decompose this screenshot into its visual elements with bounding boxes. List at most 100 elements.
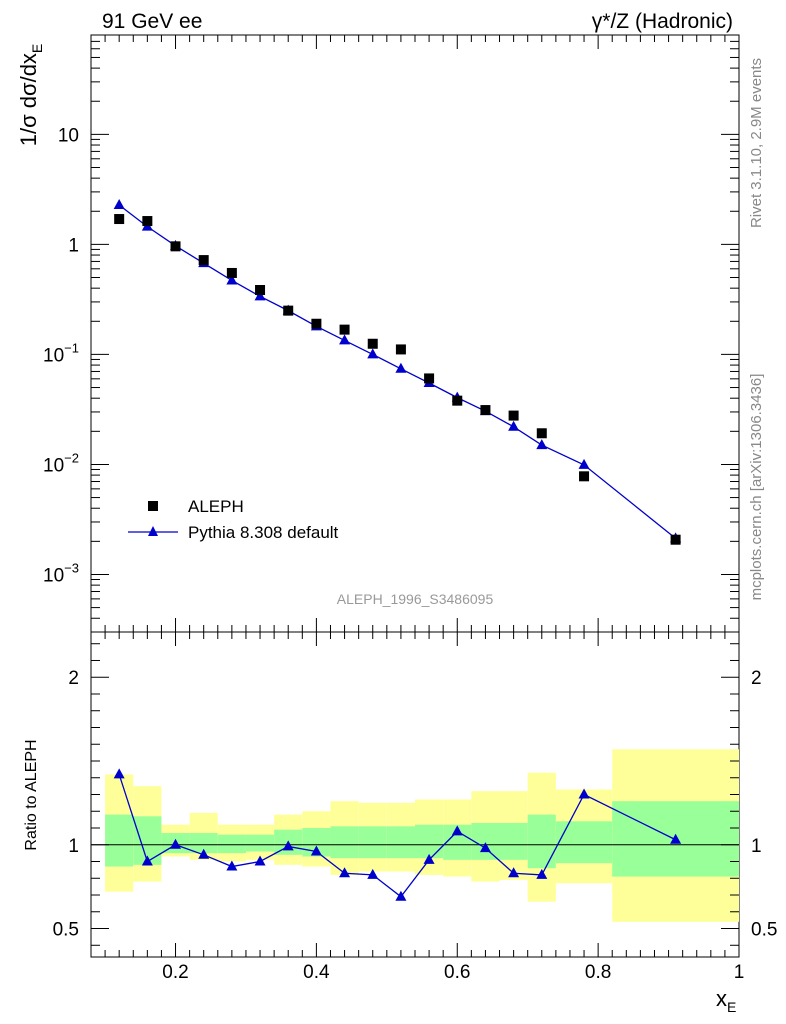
ratio-pythia-point: [198, 848, 210, 859]
legend-aleph-label: ALEPH: [188, 497, 244, 516]
main-y-tick-label: 10: [58, 125, 79, 146]
right-title: γ*/Z (Hadronic): [592, 10, 733, 33]
ratio-band-inner-11: [415, 824, 444, 859]
aleph-point: [170, 241, 181, 252]
ratio-band-inner-3: [189, 833, 218, 854]
aleph-point: [670, 534, 681, 545]
x-tick-label: 0.4: [303, 962, 330, 983]
ratio-y-tick-label-right: 2: [751, 668, 762, 689]
ratio-y-tick-label-left: 2: [68, 668, 79, 689]
ratio-pythia-point: [170, 838, 182, 849]
ratio-pythia-point: [282, 840, 294, 851]
tick-base: 10: [43, 565, 64, 586]
main-ylabel: 1/σ dσ/dxE: [16, 44, 45, 147]
ratio-series-group: [113, 768, 682, 901]
ratio-band-inner-0: [105, 814, 134, 867]
ratio-pythia-point: [451, 825, 463, 836]
aleph-point: [311, 318, 322, 329]
main-y-tick-label: 10−1: [43, 340, 79, 366]
main-series-group: [113, 199, 682, 545]
ratio-band-inner-5: [245, 834, 275, 852]
ratio-pythia-point: [479, 842, 491, 853]
aleph-point: [424, 373, 435, 384]
ratio-pythia-point: [226, 860, 238, 871]
aleph-point: [395, 344, 406, 355]
ratio-axis-ticks: 0.2 0.4 0.6 0.8 1 0.5 0.5 1 1 2 2: [53, 632, 777, 983]
tick-base: 10: [43, 345, 64, 366]
ratio-y-tick-label-left: 1: [68, 836, 79, 857]
analysis-watermark: ALEPH_1996_S3486095: [337, 591, 494, 607]
legend-aleph-marker: [148, 501, 158, 511]
ratio-pythia-point: [254, 855, 266, 866]
legend-pythia-marker: [148, 526, 158, 536]
left-title: 91 GeV ee: [102, 10, 202, 33]
ratio-pythia-point: [670, 833, 682, 844]
mcplots-label: mcplots.cern.ch [arXiv:1306.3436]: [748, 374, 765, 601]
aleph-point: [226, 267, 237, 278]
ratio-y-tick-label-right: 1: [751, 836, 762, 857]
ratio-pythia-point: [536, 868, 548, 879]
tick-exponent: −2: [64, 450, 79, 465]
ratio-pythia-point: [508, 867, 520, 878]
tick-exponent: −3: [64, 560, 79, 575]
pythia-point: [536, 439, 548, 450]
main-y-tick-label: 10−2: [43, 450, 79, 476]
pythia-point: [226, 274, 238, 285]
main-y-tick-label: 1: [68, 235, 79, 256]
ratio-pythia-point: [395, 890, 407, 901]
aleph-point: [480, 405, 491, 416]
ratio-y-tick-label-right: 0.5: [751, 920, 777, 941]
legend: ALEPH Pythia 8.308 default: [128, 497, 339, 542]
ratio-band-inner-15: [527, 814, 556, 869]
ratio-ylabel: Ratio to ALEPH: [23, 739, 40, 850]
ratio-pythia-point: [141, 855, 153, 866]
ratio-band-inner-10: [386, 826, 415, 859]
main-y-tick-label: 10−3: [43, 560, 79, 586]
aleph-point: [283, 305, 294, 316]
aleph-point: [452, 395, 463, 406]
aleph-point: [114, 214, 125, 225]
ratio-band-inner-9: [358, 826, 387, 859]
pythia-point: [339, 334, 351, 345]
ratio-band-inner-4: [217, 834, 246, 854]
main-ylabel-subscript: E: [29, 44, 45, 53]
xlabel: xE: [716, 986, 736, 1015]
x-tick-label: 0.2: [162, 962, 188, 983]
ratio-band-inner-16: [555, 821, 613, 864]
ratio-pythia-point: [310, 845, 322, 856]
xlabel-text: x: [716, 986, 727, 1011]
aleph-point: [367, 338, 378, 349]
tick-exponent: −1: [64, 340, 79, 355]
ratio-band-inner-14: [499, 822, 528, 860]
main-ylabel-text: 1/σ dσ/dx: [16, 53, 41, 146]
legend-pythia-label: Pythia 8.308 default: [188, 523, 339, 542]
ratio-uncertainty-bands: [105, 749, 739, 922]
tick-base: 10: [43, 455, 64, 476]
main-plot-frame: [90, 34, 740, 633]
pythia-point: [367, 348, 379, 359]
x-tick-label: 0.6: [444, 962, 470, 983]
ratio-pythia-point: [113, 768, 125, 779]
aleph-point: [255, 285, 266, 296]
aleph-point: [339, 324, 350, 335]
xlabel-subscript: E: [727, 999, 736, 1015]
aleph-point: [508, 410, 519, 421]
pythia-point: [395, 362, 407, 373]
aleph-point: [579, 471, 590, 482]
rivet-label: Rivet 3.1.10, 2.9M events: [748, 58, 765, 228]
ratio-pythia-point: [339, 867, 351, 878]
x-tick-label: 1: [734, 962, 745, 983]
ratio-band-inner-13: [471, 822, 500, 860]
ratio-pythia-line: [118, 774, 676, 898]
aleph-point: [536, 428, 547, 439]
ratio-y-tick-label-left: 0.5: [53, 920, 79, 941]
aleph-point: [142, 216, 153, 227]
pythia-point: [113, 199, 125, 210]
ratio-pythia-point: [367, 868, 379, 879]
ratio-pythia-point: [578, 788, 590, 799]
ratio-band-inner-8: [330, 826, 359, 859]
aleph-point: [198, 255, 209, 266]
x-tick-label: 0.8: [585, 962, 611, 983]
